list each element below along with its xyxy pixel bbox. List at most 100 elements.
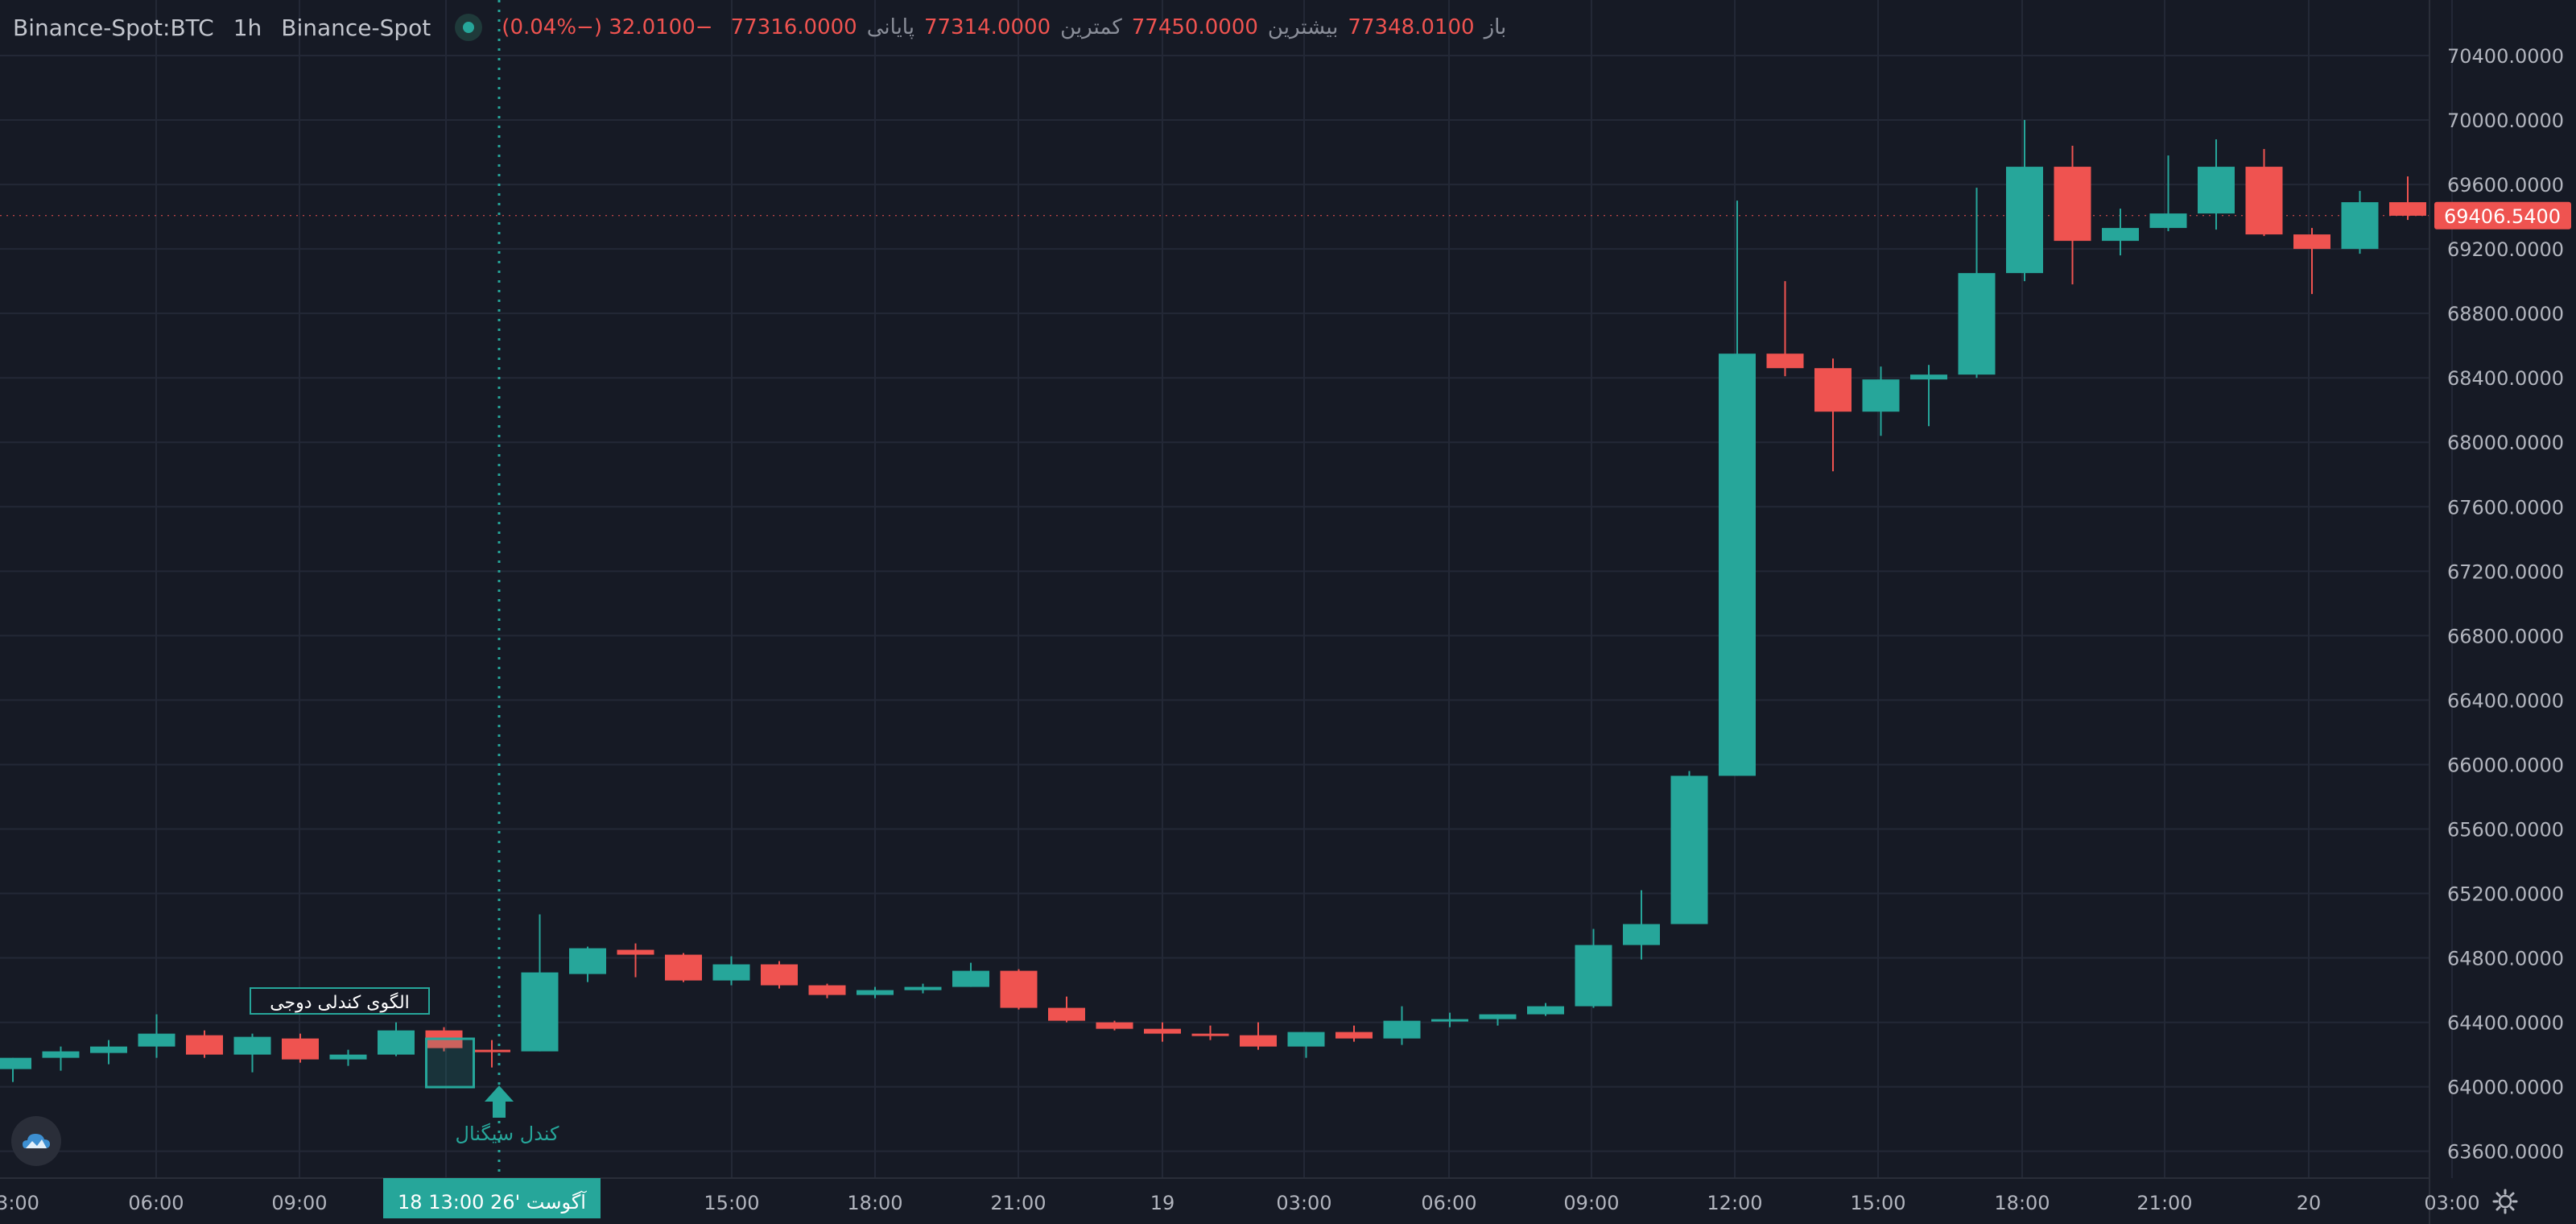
y-tick-label: 65200.0000 (2447, 883, 2564, 906)
y-tick-label: 68400.0000 (2447, 367, 2564, 390)
candle-body (378, 1030, 415, 1055)
cloud-logo-icon[interactable] (11, 1116, 61, 1166)
signal-arrow-icon (485, 1085, 514, 1118)
x-tick-label: 09:00 (271, 1192, 327, 1214)
candle-body (2245, 167, 2283, 235)
last-price-label: 69406.5400 (2444, 205, 2561, 228)
x-tick-label: 21:00 (990, 1192, 1046, 1214)
x-tick-label: 06:00 (128, 1192, 184, 1214)
x-tick-label: 20 (2297, 1192, 2322, 1214)
x-tick-label: 3:00 (0, 1192, 39, 1214)
y-tick-label: 66000.0000 (2447, 754, 2564, 776)
time-axis[interactable]: 3:00 06:00 09:00 15:00 18:00 21:00 19 03:00 06:0… (0, 1192, 2480, 1214)
candle-body (617, 949, 654, 955)
candle-body (1958, 273, 1996, 375)
candle-body (473, 1049, 510, 1052)
pattern-label: الگوی کندلی دوجی (270, 992, 410, 1013)
x-tick-label: 09:00 (1563, 1192, 1619, 1214)
x-tick-label: 21:00 (2136, 1192, 2192, 1214)
open-label: باز (1484, 15, 1507, 39)
low-label: کمترین (1060, 15, 1122, 39)
candle-body (1479, 1014, 1517, 1019)
candle-body (521, 972, 559, 1052)
gear-icon[interactable] (2489, 1185, 2521, 1218)
y-tick-label: 70000.0000 (2447, 110, 2564, 132)
signal-candle-box (425, 1037, 475, 1089)
candle-body (1240, 1035, 1277, 1047)
y-tick-label: 64800.0000 (2447, 948, 2564, 970)
candle-body (2006, 167, 2043, 274)
y-tick-label: 68000.0000 (2447, 432, 2564, 454)
pattern-label-box (250, 987, 430, 1015)
candle-body (712, 964, 750, 981)
y-tick-label: 70400.0000 (2447, 45, 2564, 68)
y-tick-label: 65600.0000 (2447, 818, 2564, 841)
candle-body (904, 986, 942, 990)
candle-body (42, 1051, 80, 1058)
ohlc-values: باز 77348.0100 بیشترین 77450.0000 کمترین… (502, 15, 1506, 39)
last-price-box (2434, 201, 2571, 229)
candle-body (1527, 1006, 1564, 1015)
exchange-name: Binance-Spot (281, 14, 431, 41)
candle-body (2102, 228, 2139, 242)
candle-body (2341, 202, 2379, 250)
y-tick-label: 63600.0000 (2447, 1141, 2564, 1164)
y-tick-label: 69600.0000 (2447, 174, 2564, 196)
x-tick-label: 03:00 (1276, 1192, 1331, 1214)
candle-body (1670, 775, 1708, 924)
high-value: 77450.0000 (1131, 15, 1258, 39)
candle-body (1383, 1020, 1421, 1039)
crosshair-time-marker: 18 آگوست '26 13:00 (383, 1178, 601, 1218)
close-value: 77316.0000 (730, 15, 857, 39)
candle-body (1431, 1019, 1468, 1022)
candle-body (665, 954, 702, 981)
candle-body (808, 985, 846, 995)
candle-body (186, 1035, 223, 1055)
annotations: کندل سیگنال الگوی کندلی دوجی (250, 987, 560, 1145)
y-tick-label: 67200.0000 (2447, 560, 2564, 583)
high-label: بیشترین (1267, 15, 1339, 39)
candle-body (1910, 374, 1947, 380)
candle-body (1575, 945, 1612, 1007)
y-tick-label: 66400.0000 (2447, 689, 2564, 712)
x-tick-label: 15:00 (704, 1192, 759, 1214)
market-status-icon[interactable] (455, 14, 483, 41)
x-tick-label: 06:00 (1421, 1192, 1476, 1214)
last-price-marker: 69406.5400 (2434, 201, 2571, 229)
candle-body (1862, 379, 1900, 412)
candle-body (1048, 1007, 1085, 1021)
candle-body (233, 1036, 271, 1055)
y-tick-label: 69200.0000 (2447, 238, 2564, 261)
candle-body (857, 990, 894, 995)
signal-label: کندل سیگنال (456, 1123, 560, 1145)
x-tick-label: 18:00 (1994, 1192, 2050, 1214)
candle-body (1623, 924, 1660, 945)
timeframe-label[interactable]: 1h (233, 14, 262, 41)
crosshair-time-label: 18 آگوست '26 13:00 (398, 1190, 587, 1214)
x-tick-label: 18:00 (847, 1192, 902, 1214)
candle-body (1287, 1032, 1325, 1047)
candle-body (1144, 1028, 1181, 1034)
symbol-name[interactable]: Binance-Spot:BTC (13, 14, 214, 41)
change-value: −32.0100 (−0.04%) (502, 15, 713, 39)
candle-body (1191, 1033, 1229, 1036)
chart-header: Binance-Spot:BTC 1h Binance-Spot باز 773… (0, 0, 2423, 55)
y-tick-label: 66800.0000 (2447, 625, 2564, 647)
candle-body (1766, 354, 1804, 369)
candle-body (569, 948, 606, 974)
candle-body (952, 970, 989, 987)
candle-body (0, 1057, 31, 1069)
x-tick-label: 15:00 (1850, 1192, 1905, 1214)
candle-body (2054, 167, 2091, 242)
candle-body (2389, 202, 2426, 216)
crosshair-time-box (383, 1178, 601, 1218)
candle-body (138, 1033, 175, 1047)
close-label: پایانی (866, 15, 914, 39)
candle-body (90, 1046, 127, 1053)
candle-body (1096, 1022, 1133, 1029)
y-tick-label: 64000.0000 (2447, 1077, 2564, 1099)
price-axis[interactable]: 70400.0000 70000.0000 69600.0000 69200.0000… (2447, 45, 2564, 1164)
candle-body (1335, 1032, 1373, 1039)
x-tick-label: 19 (1150, 1192, 1175, 1214)
